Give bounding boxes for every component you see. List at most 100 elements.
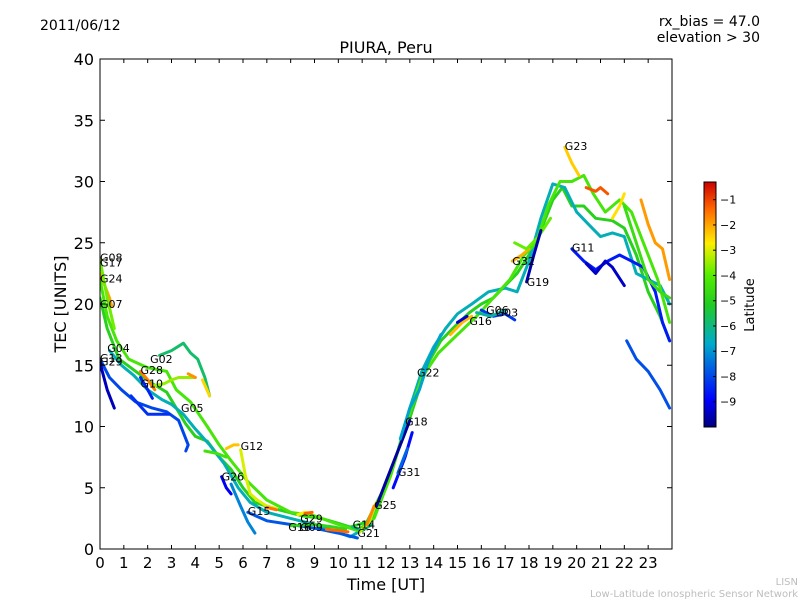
tec-track-41 [584,259,626,288]
plot-frame [99,58,673,550]
x-axis: 0 1 2 3 4 5 6 7 8 9 10 11 12 13 14 15 16 17 18 19 20 21 22 23 [95,59,658,572]
tec-track-46 [625,339,672,410]
x-tick-label: 0 [95,554,105,572]
rx-bias-label: rx_bias = 47.0 [658,14,760,30]
x-tick-label: 14 [424,554,443,572]
x-tick-label: 10 [329,554,348,572]
tec-track-35 [456,314,469,324]
date-label: 2011/06/12 [40,18,121,34]
satellite-label-g29: G29 [300,512,323,525]
satellite-label-g23: G23 [565,140,588,153]
colorbar-ticks: −1 −2 −3 −4 −5 −6 −7 −8 −9 [713,194,736,409]
satellite-label-g29: G29 [100,356,123,369]
tec-track-42 [563,145,581,177]
tec-track-45 [639,198,672,281]
x-tick-label: 3 [167,554,177,572]
elevation-label: elevation > 30 [656,30,760,46]
tec-track-33 [448,314,474,337]
x-tick-label: 17 [496,554,515,572]
satellite-label-g04: G04 [107,342,130,355]
satellite-label-g12: G12 [241,440,264,453]
tec-track-8 [100,357,190,453]
satellite-label-g19: G19 [527,276,550,289]
satellite-label-g06: G06 [486,304,509,317]
x-tick-label: 2 [143,554,153,572]
tec-track-31 [396,447,409,475]
tec-track-37 [510,247,531,263]
tec-track-16 [224,443,240,451]
x-tick-label: 16 [472,554,491,572]
x-tick-label: 19 [543,554,562,572]
satellite-label-g28: G28 [141,364,164,377]
tec-track-29 [375,418,412,508]
satellite-label-g15: G15 [248,505,271,518]
satellite-label-g07: G07 [100,298,123,311]
y-axis-label: TEC [UNITS] [51,256,70,354]
tec-track-39 [525,229,543,284]
tec-track-44 [610,192,626,220]
satellite-label-g24: G24 [100,272,123,285]
tec-track-28 [365,504,376,526]
tec-track-3 [100,173,672,533]
colorbar-tick-label: −3 [720,244,736,257]
satellite-label-g22: G22 [417,367,440,380]
footer-network-name: Low-Latitude Ionospheric Sensor Network [590,589,798,600]
x-tick-label: 18 [519,554,538,572]
tec-track-38 [513,216,552,251]
x-tick-label: 20 [567,554,586,572]
x-tick-label: 7 [262,554,272,572]
tec-track-24 [289,523,347,531]
data-tracks [100,145,672,540]
x-tick-label: 11 [353,554,372,572]
satellite-label-g08: G08 [100,251,123,264]
colorbar-tick-label: −6 [720,320,736,333]
satellite-label-g09: G09 [300,521,323,534]
satellite-label-g02: G02 [150,353,173,366]
colorbar-tick-label: −8 [720,370,736,383]
satellite-label-g25: G25 [374,499,397,512]
tec-track-25 [324,527,350,534]
satellite-label-g14: G14 [353,519,376,532]
x-tick-label: 23 [639,554,658,572]
satellite-label-g17: G17 [100,256,123,269]
footer-network-acronym: LISN [775,577,798,588]
tec-track-4 [150,376,197,388]
tec-track-10 [100,361,116,410]
tec-track-34 [479,308,517,322]
y-tick-label: 0 [84,540,94,559]
x-tick-label: 1 [119,554,129,572]
colorbar-label: Latitude [743,278,758,332]
tec-track-12 [100,258,116,330]
x-axis-label: Time [UT] [346,575,425,594]
satellite-label-g32: G32 [512,255,535,268]
tec-track-32 [398,333,443,441]
tec-track-36 [475,308,507,318]
x-tick-label: 15 [448,554,467,572]
y-tick-label: 25 [74,234,94,253]
colorbar [703,181,717,428]
tec-track-6 [158,341,212,398]
tec-track-15 [203,449,228,459]
x-tick-label: 6 [238,554,248,572]
satellite-label-g21: G21 [357,527,380,540]
chart-title: PIURA, Peru [339,38,433,57]
y-tick-label: 30 [74,173,94,192]
tec-track-5 [186,372,197,379]
colorbar-tick-label: −5 [720,295,736,308]
tec-track-2 [108,182,672,539]
tec-track-20 [229,482,257,535]
y-tick-label: 20 [74,295,94,314]
x-tick-label: 9 [310,554,320,572]
tec-track-13 [139,369,157,392]
y-tick-label: 40 [74,50,94,69]
satellite-label-g16: G16 [469,315,492,328]
tec-track-23 [303,510,314,515]
satellite-label-g05: G05 [181,402,204,415]
x-tick-label: 21 [591,554,610,572]
x-tick-label: 5 [214,554,224,572]
satellite-label-g13: G13 [100,352,123,365]
tec-track-19 [220,475,233,496]
satellite-label-g03: G03 [496,307,519,320]
y-tick-label: 5 [84,479,94,498]
